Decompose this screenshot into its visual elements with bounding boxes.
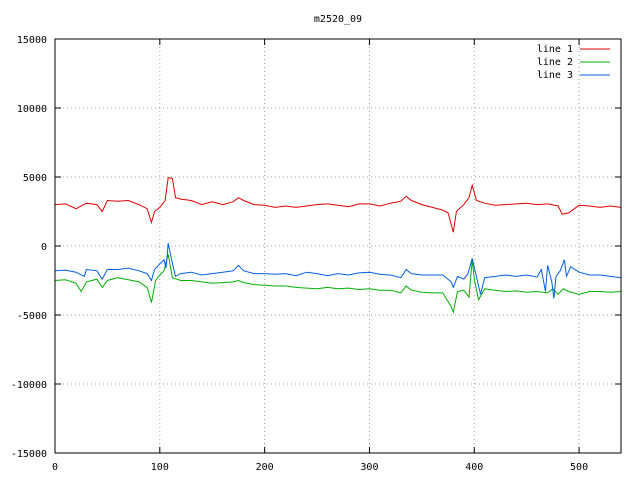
series-line-1 [54, 177, 622, 233]
y-tick-label: 5000 [23, 173, 47, 184]
y-tick-label: 10000 [17, 104, 47, 115]
y-tick-label: -10000 [11, 380, 47, 391]
axis-ticks [54, 38, 621, 454]
y-tick-label: -15000 [11, 449, 47, 460]
legend: line 1 line 2 line 3 [537, 44, 610, 81]
series-line-2 [54, 254, 622, 314]
x-tick-label: 400 [465, 462, 483, 473]
x-tick-label: 500 [570, 462, 588, 473]
y-tick-label: 15000 [17, 35, 47, 46]
legend-label-3: line 3 [537, 70, 573, 81]
chart-title: m2520_09 [314, 14, 362, 25]
x-tick-label: 200 [256, 462, 274, 473]
series-line-3 [54, 243, 622, 299]
x-tick-label: 300 [360, 462, 378, 473]
y-tick-labels: -15000 -10000 -5000 0 5000 10000 15000 [11, 35, 47, 460]
y-tick-label: -5000 [17, 311, 47, 322]
series-lines [54, 177, 622, 314]
x-tick-label: 100 [151, 462, 169, 473]
y-tick-label: 0 [41, 242, 47, 253]
legend-label-1: line 1 [537, 44, 573, 55]
legend-label-2: line 2 [537, 57, 573, 68]
x-tick-label: 0 [52, 462, 58, 473]
grid [55, 39, 621, 453]
x-tick-labels: 0 100 200 300 400 500 [52, 462, 588, 473]
